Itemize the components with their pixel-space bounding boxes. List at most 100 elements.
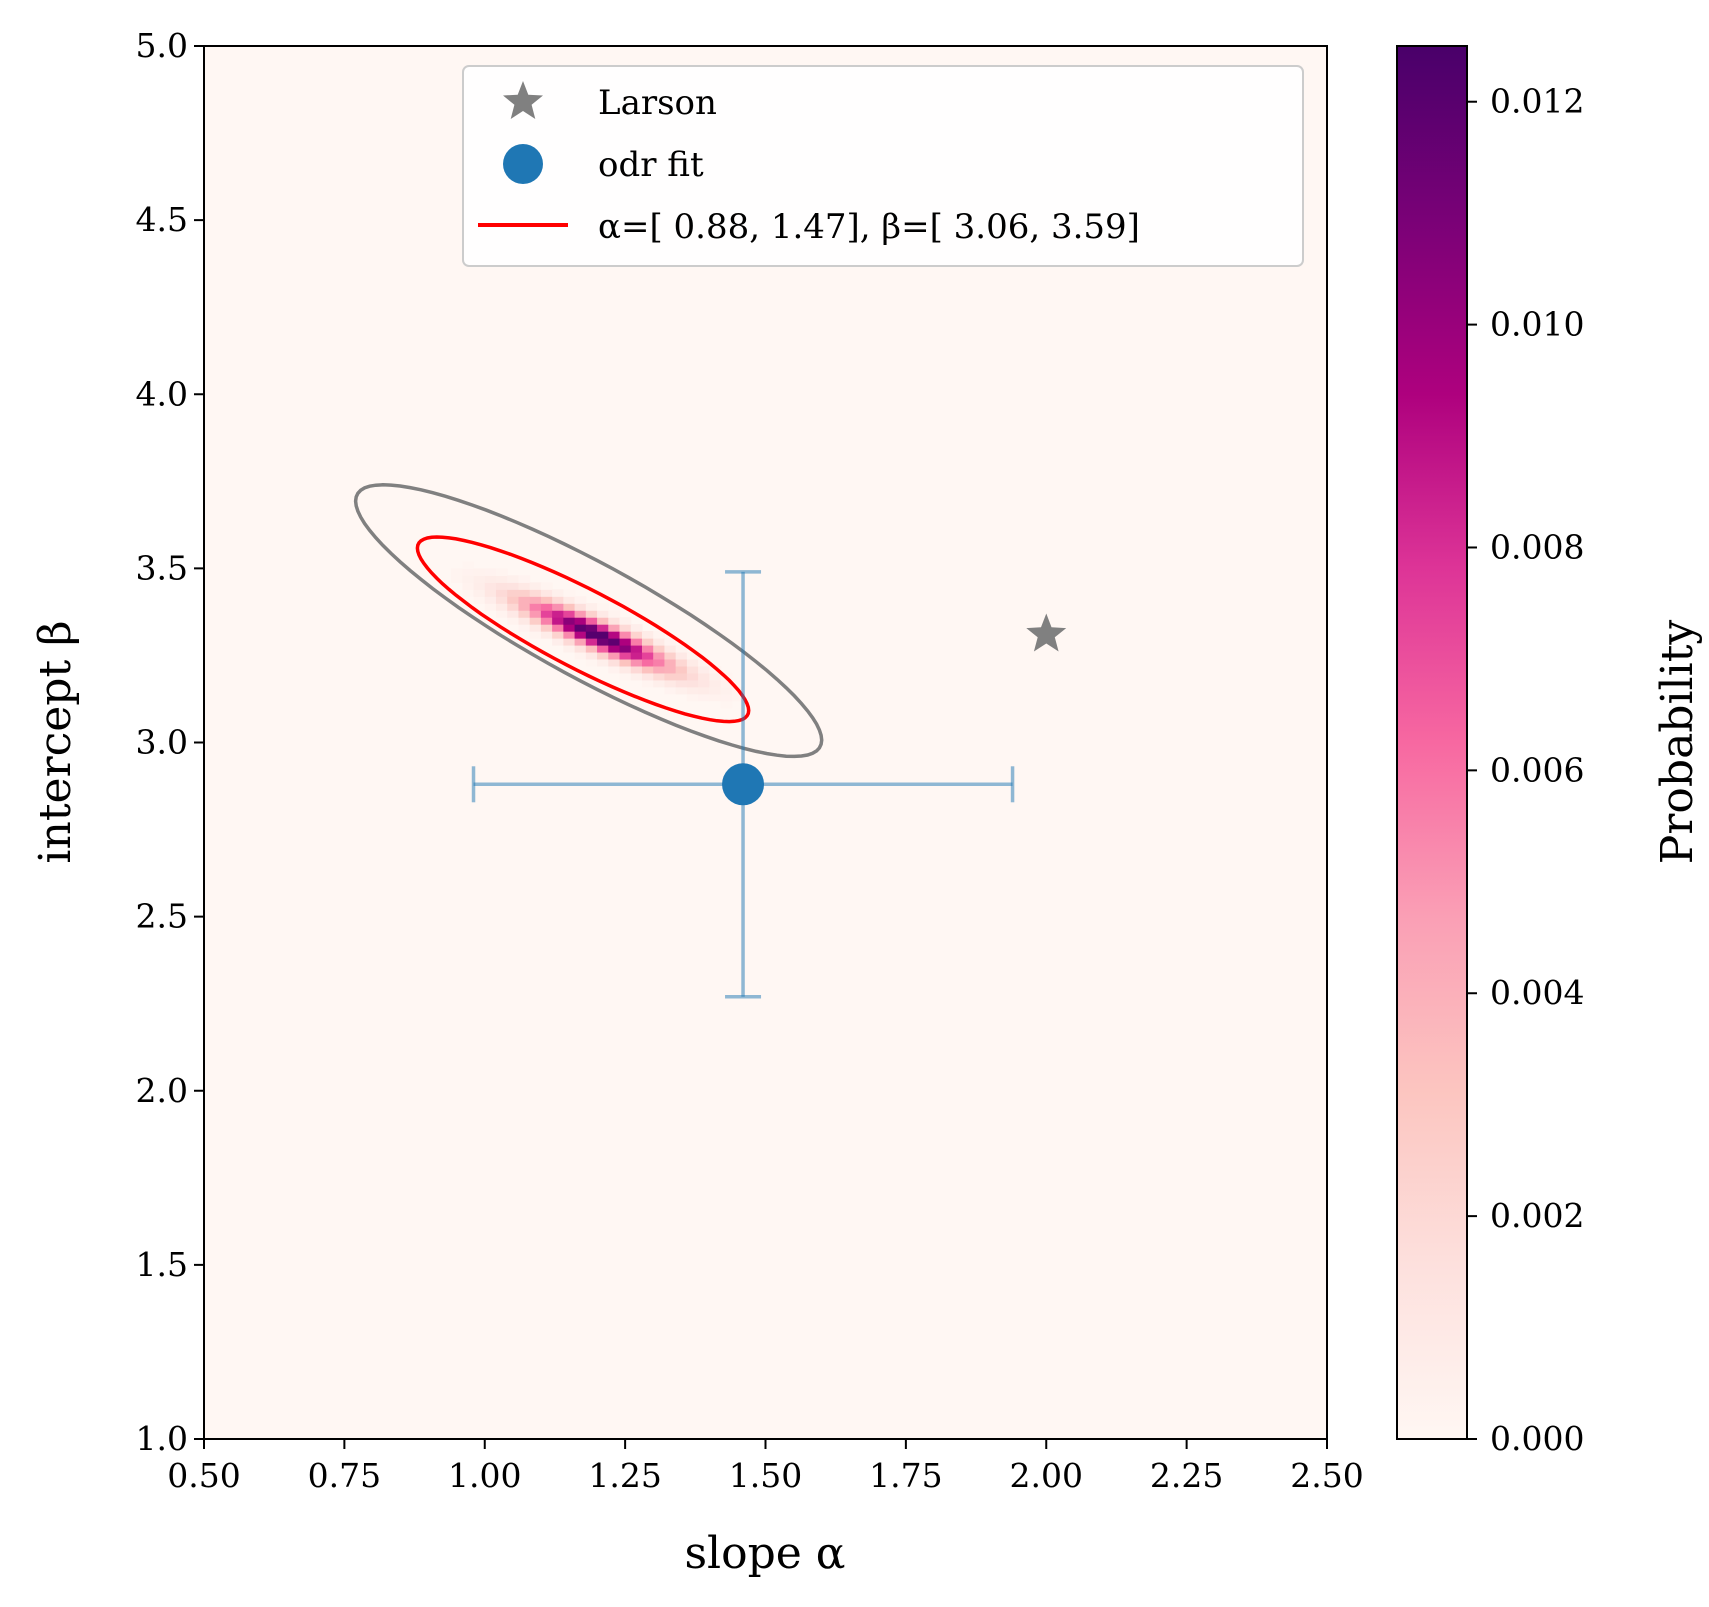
- heatmap-cell: [597, 624, 609, 632]
- heatmap-cell: [518, 603, 531, 611]
- heatmap-cell: [552, 631, 564, 639]
- heatmap-cell: [597, 631, 609, 639]
- heatmap-cell: [686, 658, 699, 667]
- y-tick-label: 4.5: [136, 200, 188, 239]
- heatmap-cell: [529, 610, 542, 618]
- heatmap-cell: [619, 617, 632, 625]
- heatmap-cell: [574, 603, 587, 611]
- heatmap-cell: [698, 658, 710, 667]
- heatmap-cell: [641, 679, 654, 688]
- heatmap-cell: [664, 686, 677, 695]
- heatmap-cell: [675, 679, 688, 688]
- y-tick-label: 2.0: [136, 1071, 188, 1110]
- heatmap-cell: [484, 568, 497, 576]
- y-tick-label: 4.0: [136, 374, 188, 413]
- x-tick-label: 0.50: [167, 1456, 240, 1495]
- heatmap-cell: [709, 679, 722, 688]
- heatmap-cell: [518, 589, 531, 597]
- x-tick-label: 1.00: [448, 1456, 521, 1495]
- heatmap-cell: [619, 631, 632, 639]
- heatmap-cell: [552, 603, 564, 611]
- heatmap-cell: [664, 651, 677, 660]
- heatmap-cell: [484, 596, 497, 604]
- heatmap-cell: [507, 589, 520, 597]
- heatmap-cell: [574, 651, 587, 660]
- heatmap-cell: [563, 638, 576, 646]
- heatmap-cell: [597, 651, 609, 660]
- plot-background: [204, 46, 1327, 1439]
- heatmap-cell: [630, 658, 643, 667]
- heatmap-cell: [495, 610, 508, 618]
- heatmap-cell: [608, 658, 621, 667]
- legend-label-larson: Larson: [598, 83, 717, 123]
- colorbar-label: Probability: [1652, 620, 1703, 865]
- y-tick-label: 1.5: [136, 1245, 188, 1284]
- heatmap-cell: [619, 658, 632, 667]
- heatmap-cell: [473, 589, 486, 597]
- heatmap-cell: [585, 658, 598, 667]
- heatmap-cell: [686, 651, 699, 660]
- heatmap-cell: [484, 603, 497, 611]
- heatmap-cell: [507, 582, 520, 590]
- heatmap-cell: [675, 651, 688, 660]
- colorbar-tick-label: 0.010: [1490, 305, 1584, 344]
- heatmap-cell: [619, 651, 632, 660]
- heatmap-cell: [630, 651, 643, 660]
- heatmap-cell: [709, 686, 722, 695]
- heatmap-cell: [473, 575, 486, 583]
- heatmap-cell: [462, 582, 475, 590]
- heatmap-cell: [653, 651, 666, 660]
- heatmap-cell: [574, 624, 587, 632]
- heatmap-cell: [698, 665, 710, 674]
- heatmap-cell: [529, 582, 542, 590]
- heatmap-cell: [675, 665, 688, 674]
- heatmap-cell: [540, 624, 553, 632]
- heatmap-cell: [709, 693, 722, 702]
- heatmap-cell: [731, 693, 744, 702]
- y-tick-label: 2.5: [136, 897, 188, 936]
- colorbar-tick-label: 0.012: [1490, 82, 1584, 121]
- heatmap-cell: [552, 617, 564, 625]
- heatmap-cell: [608, 624, 621, 632]
- heatmap-cell: [563, 610, 576, 618]
- heatmap-cell: [664, 638, 677, 646]
- heatmap-cell: [529, 617, 542, 625]
- x-tick-label: 1.25: [588, 1456, 661, 1495]
- x-axis: 0.50 0.75 1.00 1.25 1.50 1.75 2.00 2.25 2.50: [167, 1439, 1364, 1495]
- legend-box: [462, 65, 1304, 267]
- heatmap-cell: [686, 686, 699, 695]
- heatmap-cell: [675, 658, 688, 667]
- heatmap-cell: [619, 665, 632, 674]
- heatmap-cell: [574, 617, 587, 625]
- heatmap-cell: [608, 617, 621, 625]
- heatmap-cell: [686, 693, 699, 702]
- heatmap-cell: [597, 610, 609, 618]
- heatmap-cell: [473, 582, 486, 590]
- heatmap-cell: [619, 638, 632, 646]
- heatmap-cell: [664, 679, 677, 688]
- heatmap-cell: [686, 679, 699, 688]
- heatmap-cell: [518, 624, 531, 632]
- colorbar-ticks: 0.000 0.002 0.004 0.006 0.008 0.010 0.012: [1467, 82, 1584, 1458]
- x-tick-label: 1.75: [869, 1456, 942, 1495]
- x-tick-label: 2.25: [1150, 1456, 1223, 1495]
- heatmap-cell: [585, 631, 598, 639]
- heatmap-cell: [495, 596, 508, 604]
- heatmap-cell: [518, 582, 531, 590]
- x-tick-label: 1.50: [729, 1456, 802, 1495]
- heatmap-cell: [462, 589, 475, 597]
- heatmap-cell: [585, 624, 598, 632]
- heatmap-cell: [552, 624, 564, 632]
- heatmap-cell: [630, 672, 643, 681]
- heatmap-cell: [507, 596, 520, 604]
- heatmap-cell: [529, 603, 542, 611]
- heatmap-cell: [563, 617, 576, 625]
- contours: [353, 483, 824, 759]
- heatmap-cell: [495, 575, 508, 583]
- heatmap-cell: [698, 672, 710, 681]
- heatmap-cell: [552, 589, 564, 597]
- heatmap-cell: [540, 603, 553, 611]
- heatmap-cell: [507, 603, 520, 611]
- y-tick-label: 3.5: [136, 548, 188, 587]
